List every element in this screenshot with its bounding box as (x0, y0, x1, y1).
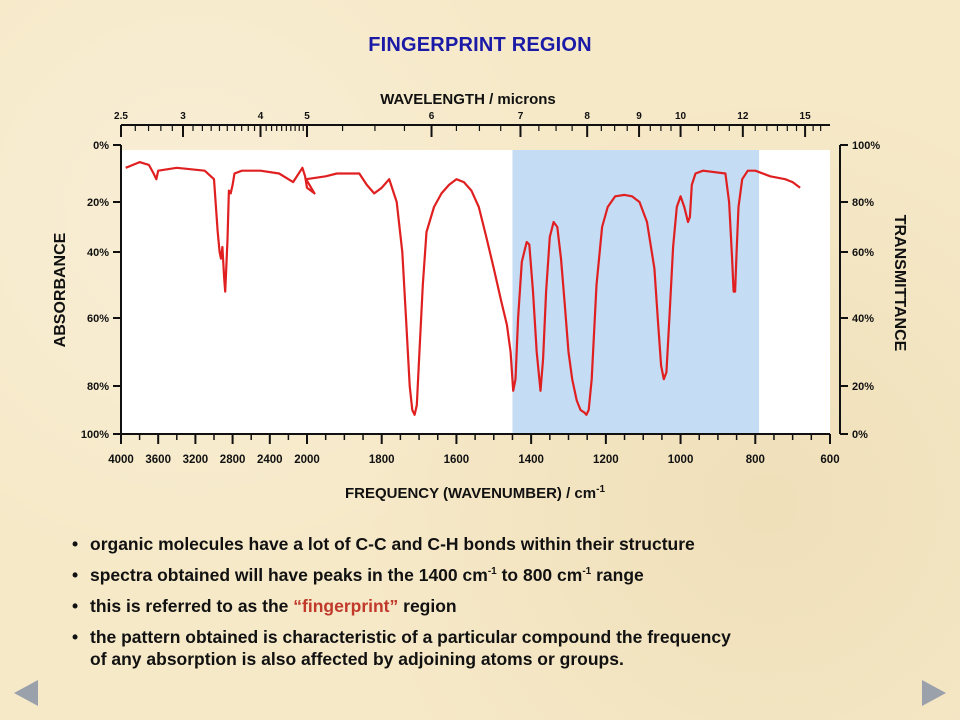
left-tick-label: 100% (81, 429, 109, 441)
left-tick-label: 0% (93, 140, 109, 152)
top-tick-label: 15 (800, 111, 812, 122)
bullet-item: • organic molecules have a lot of C-C and… (72, 533, 892, 555)
top-axis: 2.5 3 4 5 6 7 8 9 10 12 15 (114, 111, 830, 137)
fingerprint-highlight-band (512, 150, 760, 434)
left-tick-label: 40% (87, 247, 109, 259)
bottom-tick-label: 3600 (145, 454, 171, 466)
bullet-dot: • (72, 534, 79, 554)
top-tick-label: 8 (584, 111, 590, 122)
bottom-tick-label: 3200 (183, 454, 209, 466)
bullet-text: to 800 cm (496, 565, 583, 585)
bullet-dot: • (72, 596, 79, 616)
bullet-text: the pattern obtained is characteristic o… (90, 627, 731, 647)
bottom-tick-label: 600 (820, 454, 839, 466)
top-tick-label: 12 (737, 111, 749, 122)
top-axis-label: WAVELENGTH / microns (380, 91, 556, 108)
right-tick-label: 60% (852, 247, 874, 259)
bullet-text: region (398, 596, 457, 616)
right-tick-label: 80% (852, 197, 874, 209)
bottom-tick-label: 1400 (518, 454, 544, 466)
top-tick-label: 4 (258, 111, 264, 122)
top-tick-label: 10 (675, 111, 687, 122)
bullet-text: this is referred to as the (90, 596, 294, 616)
triangle-right-icon[interactable] (922, 680, 946, 706)
top-tick-label: 2.5 (114, 111, 128, 122)
top-tick-label: 9 (636, 111, 642, 122)
right-tick-label: 20% (852, 381, 874, 393)
top-tick-label: 7 (518, 111, 524, 122)
left-tick-label: 20% (87, 197, 109, 209)
triangle-left-icon[interactable] (14, 680, 38, 706)
spectrum-line (125, 161, 801, 416)
bottom-tick-label: 2000 (294, 454, 320, 466)
fingerprint-highlight-text: “fingerprint” (293, 596, 399, 616)
right-tick-label: 40% (852, 313, 874, 325)
right-axis: 100% 80% 60% 40% 20% 0% (839, 140, 880, 441)
bullet-dot: • (72, 627, 79, 647)
left-tick-label: 60% (87, 313, 109, 325)
bullet-list: • organic molecules have a lot of C-C and… (72, 533, 892, 679)
bottom-tick-label: 1000 (668, 454, 694, 466)
top-tick-label: 6 (429, 111, 435, 122)
left-axis: 0% 20% 40% 60% 80% 100% (81, 140, 122, 441)
bullet-text: range (591, 565, 644, 585)
bottom-tick-label: 800 (746, 454, 765, 466)
bottom-tick-label: 2400 (257, 454, 283, 466)
left-tick-label: 80% (87, 381, 109, 393)
bullet-item: • the pattern obtained is characteristic … (72, 626, 892, 670)
superscript: -1 (487, 566, 497, 578)
bottom-tick-label: 1200 (593, 454, 619, 466)
bullet-dot: • (72, 565, 79, 585)
bullet-text: organic molecules have a lot of C-C and … (90, 534, 695, 554)
bottom-tick-label: 4000 (108, 454, 134, 466)
bullet-text: spectra obtained will have peaks in the … (90, 565, 488, 585)
bottom-tick-label: 1600 (444, 454, 470, 466)
bottom-tick-label: 1800 (369, 454, 395, 466)
y-axis-label-right: TRANSMITTANCE (891, 215, 908, 352)
top-tick-label: 3 (180, 111, 186, 122)
bottom-tick-label: 2800 (220, 454, 246, 466)
bullet-continuation: of any absorption is also affected by ad… (90, 649, 624, 669)
bottom-axis: 4000 3600 3200 2800 2400 2000 1800 1600 1400 1200… (108, 433, 840, 466)
right-tick-label: 0% (852, 429, 868, 441)
y-axis-label-left: ABSORBANCE (52, 232, 69, 347)
bullet-item: • this is referred to as the “fingerprint… (72, 595, 892, 617)
slide-title: FINGERPRINT REGION (368, 34, 592, 56)
bullet-item: • spectra obtained will have peaks in the… (72, 564, 892, 586)
x-axis-label: FREQUENCY (WAVENUMBER) / cm-1 (345, 484, 605, 502)
top-tick-label: 5 (304, 111, 310, 122)
superscript: -1 (582, 566, 592, 578)
right-tick-label: 100% (852, 140, 880, 152)
